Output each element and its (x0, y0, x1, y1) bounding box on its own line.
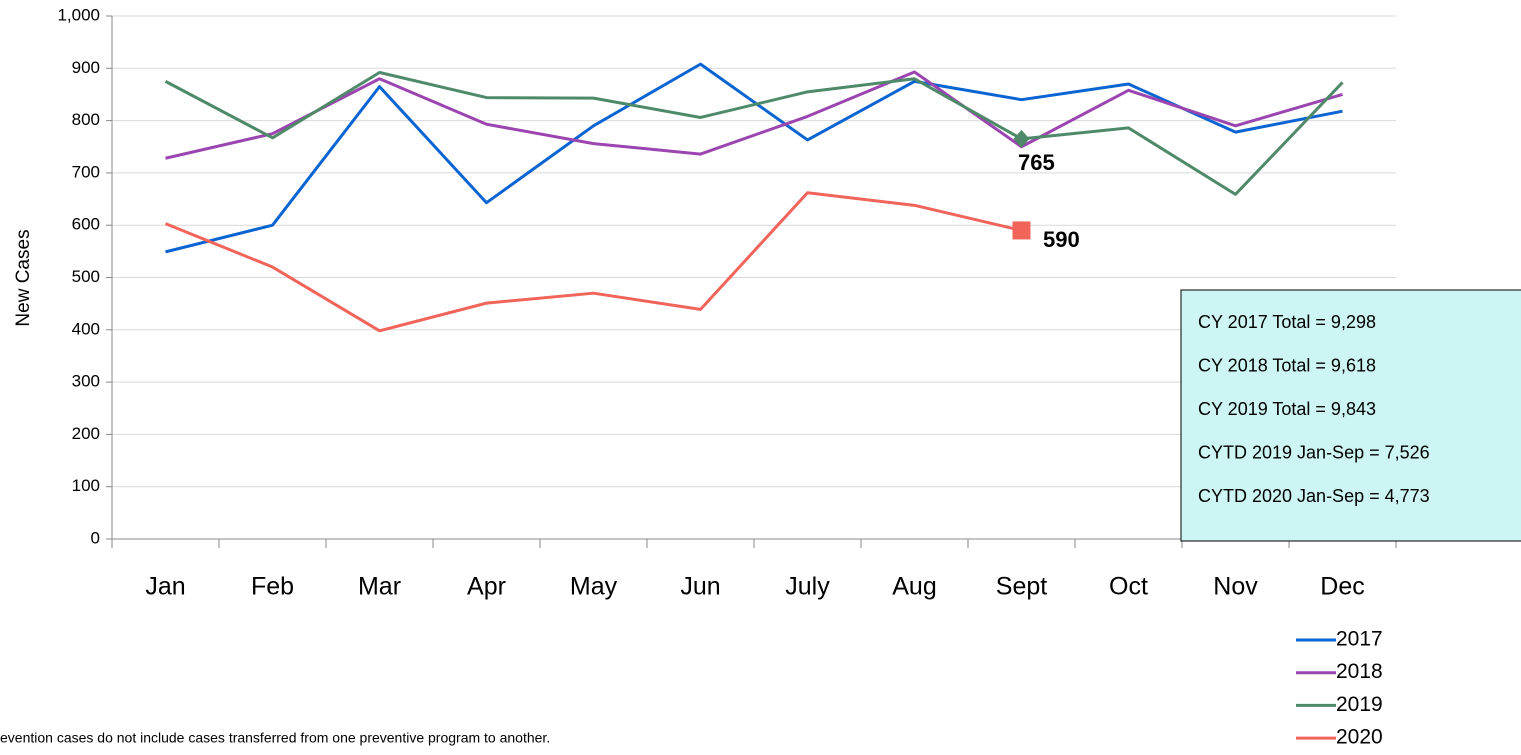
y-tick-label: 700 (72, 162, 100, 181)
annotation-box (1180, 289, 1521, 542)
x-tick-label: Mar (358, 573, 401, 601)
annotation: CY 2018 Total = 9,618 (1198, 355, 1376, 375)
footnote: evention cases do not include cases tran… (0, 730, 550, 746)
y-tick-label: 1,000 (57, 5, 100, 24)
series-line (164, 191, 1022, 333)
x-tick-label: May (570, 573, 618, 601)
data-label: 765 (1018, 150, 1055, 175)
x-tick-label: Nov (1213, 573, 1258, 601)
x-tick-label: Jun (680, 573, 720, 601)
x-tick-label: Oct (1109, 573, 1148, 601)
legend-label: 2018 (1336, 660, 1383, 683)
y-tick-label: 900 (72, 58, 100, 77)
series-line (165, 70, 1343, 160)
x-tick-label: Sept (996, 573, 1047, 601)
point-marker (1013, 129, 1030, 148)
x-tick-label: July (785, 573, 830, 601)
x-tick-label: Apr (467, 573, 506, 601)
x-tick-label: Jan (145, 573, 185, 601)
point-marker (1012, 221, 1031, 240)
y-tick-label: 0 (91, 528, 100, 547)
y-tick-label: 300 (72, 372, 100, 391)
data-label: 590 (1043, 227, 1080, 252)
y-tick-label: 600 (72, 215, 100, 234)
series-line (164, 70, 1344, 196)
y-tick-label: 500 (72, 267, 100, 286)
legend-label: 2019 (1336, 693, 1383, 716)
y-tick-label: 100 (72, 476, 100, 495)
annotation: CYTD 2019 Jan-Sep = 7,526 (1198, 442, 1430, 462)
y-axis-label: New Cases (13, 229, 34, 326)
y-tick-label: 400 (72, 319, 100, 338)
series-line (165, 62, 1343, 254)
annotation: CY 2017 Total = 9,298 (1198, 312, 1376, 332)
x-tick-label: Aug (892, 573, 936, 601)
y-tick-label: 200 (72, 424, 100, 443)
legend-label: 2020 (1336, 726, 1383, 749)
y-tick-label: 800 (72, 110, 100, 129)
x-tick-label: Dec (1320, 573, 1364, 601)
annotation: CY 2019 Total = 9,843 (1198, 399, 1376, 419)
legend-label: 2017 (1336, 628, 1383, 651)
annotation: CYTD 2020 Jan-Sep = 4,773 (1198, 486, 1430, 506)
x-tick-label: Feb (251, 573, 294, 601)
